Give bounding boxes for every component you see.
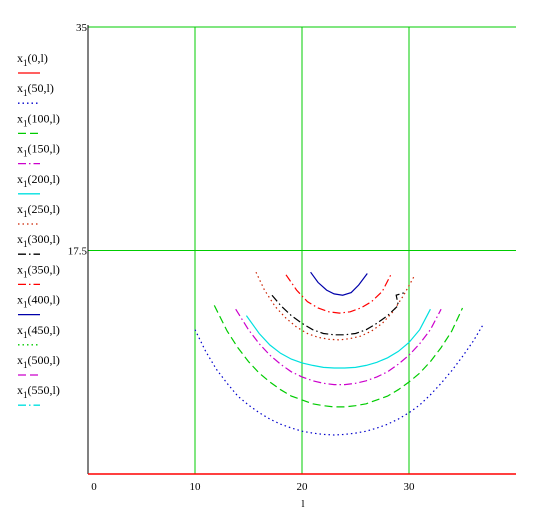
series-group xyxy=(88,271,516,475)
x-axis-label: l xyxy=(301,498,304,510)
tick-labels: 0 10 20 30 17.5 35 xyxy=(68,22,415,493)
legend-label: x1(0,l) xyxy=(17,51,48,68)
x-tick-label: 0 xyxy=(91,481,97,493)
series-line xyxy=(271,292,405,336)
x-tick-label: 20 xyxy=(297,481,309,493)
legend-label: x1(200,l) xyxy=(17,172,60,189)
series-line xyxy=(235,308,442,386)
series-line xyxy=(245,308,431,369)
grid xyxy=(88,26,516,474)
x-tick-label: 10 xyxy=(190,481,202,493)
legend-label: x1(400,l) xyxy=(17,293,60,310)
legend-label: x1(350,l) xyxy=(17,262,60,279)
legend-label: x1(100,l) xyxy=(17,111,60,128)
legend-label: x1(50,l) xyxy=(17,81,54,98)
legend-label: x1(150,l) xyxy=(17,142,60,159)
series-line xyxy=(310,271,368,296)
legend: x1(0,l) x1(50,l) x1(100,l) x1(150,l) x1(200,… xyxy=(17,51,60,406)
legend-label: x1(500,l) xyxy=(17,353,60,370)
series-line xyxy=(213,305,464,408)
series-line xyxy=(194,322,485,436)
legend-label: x1(450,l) xyxy=(17,323,60,340)
y-tick-label: 35 xyxy=(76,22,88,34)
series-line xyxy=(285,274,392,314)
x-tick-label: 30 xyxy=(404,481,416,493)
y-tick-label: 17.5 xyxy=(68,246,88,258)
series-line xyxy=(255,271,415,341)
legend-label: x1(550,l) xyxy=(17,383,60,400)
legend-label: x1(300,l) xyxy=(17,232,60,249)
legend-label: x1(250,l) xyxy=(17,202,60,219)
